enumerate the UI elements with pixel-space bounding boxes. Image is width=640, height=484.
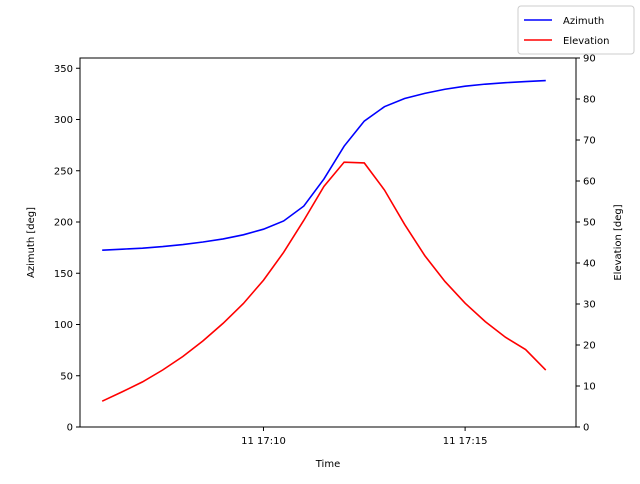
y2-tick-label: 60 [583, 177, 596, 188]
y-tick-label: 150 [54, 269, 73, 280]
series-layer [101, 79, 547, 402]
y-tick-label: 200 [54, 218, 73, 229]
y2-tick-label: 70 [583, 136, 596, 147]
y2-tick-label: 10 [583, 382, 596, 393]
y-tick-label: 0 [67, 423, 73, 434]
y-tick-label: 250 [54, 166, 73, 177]
y2-tick-label: 90 [583, 54, 596, 65]
series-line-elevation [101, 161, 547, 402]
x-tick-label: 11 17:10 [241, 436, 286, 447]
legend-label-elevation: Elevation [563, 36, 609, 47]
x-tick-label: 11 17:15 [443, 436, 488, 447]
y-tick-label: 350 [54, 64, 73, 75]
y2-tick-label: 30 [583, 300, 596, 311]
y-tick-label: 50 [60, 371, 73, 382]
series-line-azimuth [102, 79, 546, 251]
y2-tick-label: 20 [583, 341, 596, 352]
y-tick-label: 100 [54, 320, 73, 331]
legend-box [517, 5, 635, 55]
y2-tick-label: 0 [583, 423, 589, 434]
y2-tick-label: 50 [583, 218, 596, 229]
y-axis-label: Azimuth [deg] [26, 207, 37, 278]
legend: Azimuth Elevation [517, 5, 635, 55]
y-tick-label: 300 [54, 115, 73, 126]
axis-layer: 0 50 100 150 200 250 300 350 0 10 20 30 40 50 60 70 80 90… [54, 54, 596, 448]
y2-tick-label: 40 [583, 259, 596, 270]
plot-frame [79, 57, 577, 428]
legend-label-azimuth: Azimuth [563, 16, 604, 27]
x-axis-label: Time [315, 459, 340, 470]
y2-axis-label: Elevation [deg] [613, 204, 624, 280]
y2-tick-label: 80 [583, 95, 596, 106]
